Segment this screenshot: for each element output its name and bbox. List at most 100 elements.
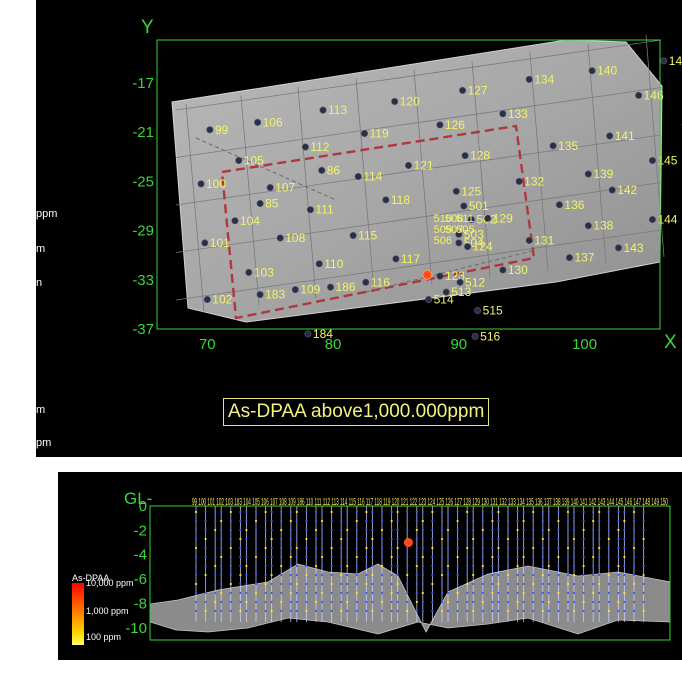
borehole-label: 134: [534, 72, 554, 86]
sample-point: [390, 528, 393, 532]
sample-point: [607, 528, 610, 532]
borehole-label: 106: [263, 115, 283, 129]
sample-point: [598, 537, 601, 541]
sample-point: [254, 564, 258, 568]
borehole-label: 127: [468, 83, 488, 97]
sample-point: [522, 510, 525, 514]
sample-point: [305, 528, 308, 532]
sample-point: [245, 582, 248, 586]
sample-point: [497, 564, 500, 568]
sample-point: [229, 591, 232, 595]
sample-point: [642, 519, 645, 523]
sample-point: [320, 519, 324, 523]
sample-point: [491, 528, 494, 532]
borehole-label: 120: [400, 94, 420, 108]
sample-point: [532, 546, 535, 550]
sample-point: [547, 564, 550, 568]
sample-point: [380, 519, 384, 523]
sample-point: [607, 546, 610, 550]
borehole-marker: [354, 173, 362, 181]
sample-point: [314, 591, 318, 595]
sample-point: [355, 555, 358, 559]
sample-point: [532, 573, 535, 577]
borehole-label: 515: [483, 304, 503, 318]
sample-point: [245, 591, 248, 595]
sample-point: [415, 573, 418, 577]
sample-point: [406, 555, 409, 559]
sample-point: [582, 519, 585, 523]
borehole-point: 516: [471, 329, 500, 343]
borehole-label: 136: [564, 198, 584, 212]
sample-point: [466, 582, 469, 586]
sample-point: [481, 591, 484, 595]
sample-point: [642, 591, 645, 595]
sample-point: [270, 591, 273, 595]
sample-point: [406, 609, 409, 613]
sample-point: [456, 546, 459, 550]
sample-point: [346, 582, 349, 586]
borehole-point: 141: [606, 129, 635, 143]
borehole-marker: [315, 260, 323, 268]
sample-point: [541, 528, 544, 532]
sample-point: [607, 510, 610, 514]
sample-point: [204, 555, 207, 559]
sample-point: [229, 600, 232, 604]
sample-point: [194, 519, 198, 523]
sample-point: [598, 564, 601, 568]
sample-point: [280, 510, 283, 514]
sample-point: [582, 546, 585, 550]
sample-point: [472, 510, 475, 514]
sample-point: [566, 519, 570, 523]
borehole-label: 114: [363, 170, 382, 184]
borehole-label: 513: [451, 285, 471, 299]
borehole-label: 116: [371, 275, 390, 289]
sample-point: [305, 510, 308, 514]
sample-point: [481, 573, 484, 577]
y-axis-label: GL-: [124, 489, 152, 508]
borehole-point: 133: [499, 107, 528, 121]
sample-point: [245, 564, 248, 568]
x-tick-label: 70: [199, 336, 216, 353]
sample-point: [456, 510, 459, 514]
borehole-label: 507: [445, 224, 463, 236]
sample-point: [421, 600, 424, 604]
borehole-point: 86: [318, 163, 340, 177]
sample-point: [214, 537, 217, 541]
sample-point: [572, 564, 576, 568]
grid-line: [413, 69, 433, 285]
sample-point: [506, 546, 510, 550]
borehole-point: 108: [276, 231, 306, 245]
sample-point: [254, 537, 258, 541]
borehole-marker: [436, 272, 444, 280]
grid-line: [175, 87, 662, 158]
sample-point: [280, 609, 283, 613]
sample-point: [346, 609, 349, 613]
sample-point: [330, 528, 333, 532]
sample-point: [406, 528, 409, 532]
sample-point: [264, 555, 267, 559]
sample-point: [415, 600, 418, 604]
borehole-label: 104: [240, 214, 260, 228]
sample-point: [440, 537, 444, 541]
sample-point: [229, 537, 232, 541]
sample-point: [254, 546, 258, 550]
sample-point: [598, 582, 601, 586]
sample-point: [566, 537, 570, 541]
sample-point: [320, 582, 324, 586]
sample-point: [220, 546, 223, 550]
sample-point: [254, 519, 258, 523]
sample-point: [572, 609, 576, 613]
borehole-point: 125: [452, 184, 482, 198]
sample-point: [491, 600, 494, 604]
sample-point: [295, 555, 298, 559]
sample-point: [582, 564, 585, 568]
sample-point: [245, 519, 248, 523]
sample-point: [446, 573, 450, 577]
borehole-marker: [461, 152, 469, 160]
sample-point: [456, 537, 459, 541]
borehole-marker: [256, 291, 264, 299]
sample-point: [617, 519, 620, 523]
y-tick-label: 0: [139, 498, 147, 515]
borehole-point: 146: [635, 88, 664, 102]
sample-point: [415, 555, 418, 559]
